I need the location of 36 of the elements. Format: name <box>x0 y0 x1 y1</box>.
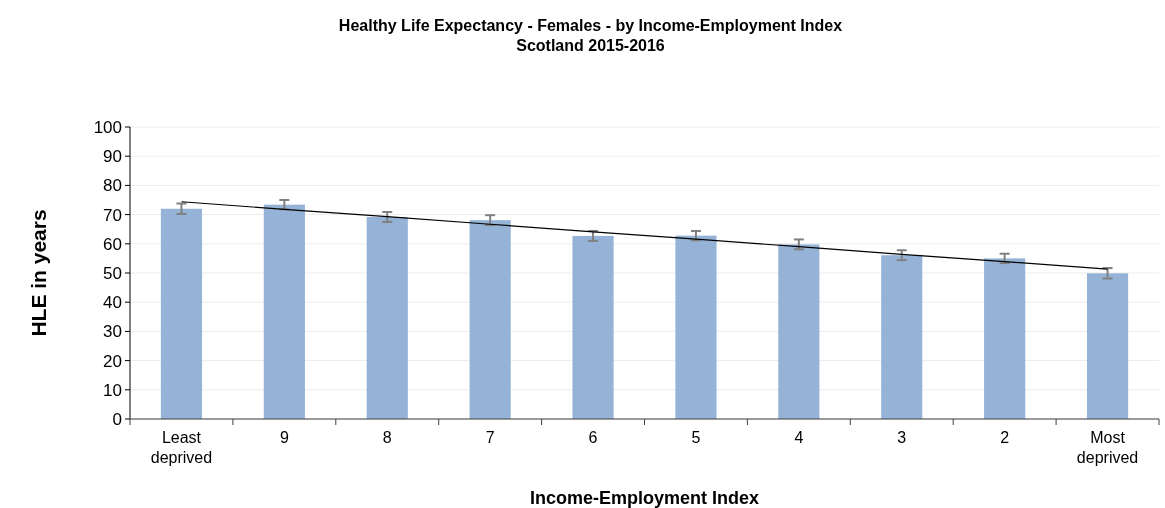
x-tick-label: 3 <box>897 429 907 446</box>
y-tick-label: 10 <box>103 380 122 400</box>
y-tick-label: 40 <box>103 293 122 313</box>
y-tick-label: 70 <box>103 205 122 225</box>
x-axis-title: Income-Employment Index <box>529 488 760 508</box>
x-tick-label: 8 <box>382 429 392 446</box>
bar <box>984 258 1026 419</box>
bar <box>675 235 717 419</box>
y-axis-title: HLE in years <box>27 209 50 337</box>
y-tick-label: 100 <box>93 117 122 137</box>
chart-title: Healthy Life Expectancy - Females - by Income-Employment Index <box>338 17 843 34</box>
x-tick-label: 9 <box>279 429 289 446</box>
bar <box>1086 273 1129 419</box>
x-tick-label: 4 <box>794 429 804 446</box>
y-tick-label: 50 <box>103 263 122 283</box>
x-tick-label: 7 <box>485 429 495 446</box>
line-series <box>180 201 1109 270</box>
bar <box>263 204 305 419</box>
bar <box>160 208 203 419</box>
x-tick-label: 6 <box>588 429 598 446</box>
x-tick-label: Most deprived <box>1076 429 1139 466</box>
y-tick-label: 80 <box>103 176 122 196</box>
y-tick-label: 20 <box>103 351 122 371</box>
y-tick-label: 30 <box>103 322 122 342</box>
y-tick-label: 60 <box>103 234 122 254</box>
bar <box>469 220 511 419</box>
y-tick-label: 0 <box>112 409 122 429</box>
x-tick-label: 2 <box>1000 429 1010 446</box>
bar <box>366 216 408 419</box>
x-tick-label: Least deprived <box>150 429 213 466</box>
x-tick-label: 5 <box>691 429 701 446</box>
bar <box>778 244 820 419</box>
bar <box>881 255 923 419</box>
bar <box>572 235 614 419</box>
y-tick-label: 90 <box>103 147 122 167</box>
chart-subtitle: Scotland 2015-2016 <box>516 37 665 54</box>
